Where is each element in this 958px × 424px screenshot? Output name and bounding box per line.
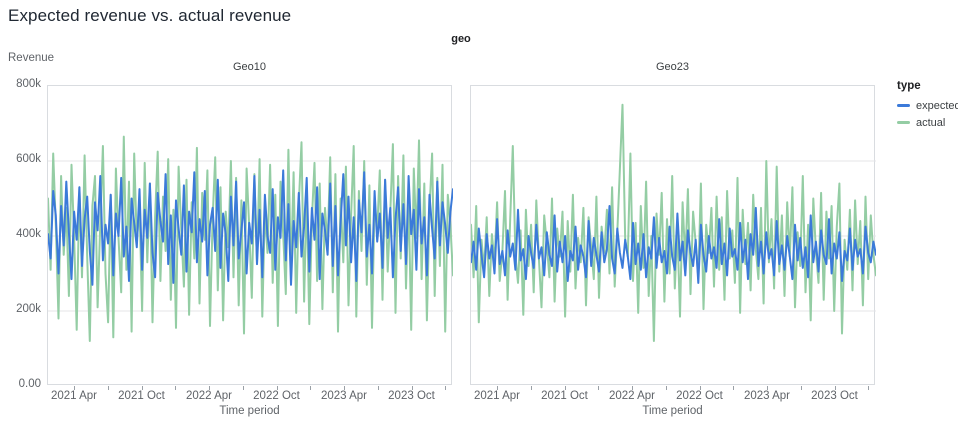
x-tick-label: 2021 Apr — [50, 390, 98, 402]
legend: type expected actual — [897, 80, 958, 131]
facet-title-geo10: Geo10 — [232, 61, 267, 73]
x-tick-label: 2023 Apr — [743, 390, 791, 402]
x-tick-mark — [377, 386, 379, 390]
actual-swatch-icon — [897, 121, 910, 124]
x-tick-mark — [632, 386, 633, 390]
x-tick-mark — [411, 386, 413, 390]
legend-label-actual: actual — [916, 116, 946, 129]
x-tick-label: 2023 Apr — [320, 390, 368, 402]
x-axis-geo23: 2021 Apr 2021 Oct 2022 Apr 2022 Oct 2023 Apr… — [470, 386, 875, 404]
x-axis-title-geo10: Time period — [219, 405, 280, 417]
x-tick-mark — [74, 386, 75, 390]
actual-line — [471, 103, 876, 342]
x-tick-mark — [344, 386, 345, 390]
x-tick-mark — [868, 386, 870, 390]
expected-line — [471, 205, 876, 284]
x-tick-mark — [733, 386, 735, 390]
y-tick-label: 800k — [16, 78, 41, 90]
x-tick-label: 2023 Oct — [811, 390, 858, 402]
x-axis-title-geo23: Time period — [642, 405, 703, 417]
x-tick-label: 2021 Apr — [473, 390, 521, 402]
y-tick-label: 600k — [16, 153, 41, 165]
facet-title-geo23: Geo23 — [655, 61, 690, 73]
x-tick-mark — [800, 386, 802, 390]
x-tick-mark — [445, 386, 447, 390]
x-tick-label: 2022 Oct — [253, 390, 300, 402]
x-tick-mark — [497, 386, 498, 390]
x-tick-mark — [175, 386, 177, 390]
x-tick-mark — [209, 386, 210, 390]
legend-title: type — [897, 80, 921, 92]
y-tick-label: 200k — [16, 303, 41, 315]
x-tick-mark — [564, 386, 566, 390]
x-tick-label: 2021 Oct — [118, 390, 165, 402]
x-tick-mark — [767, 386, 768, 390]
facet-dimension-label: geo — [451, 33, 471, 45]
x-tick-mark — [834, 386, 836, 390]
x-tick-mark — [242, 386, 244, 390]
x-tick-label: 2021 Oct — [541, 390, 588, 402]
x-axis-geo10: 2021 Apr 2021 Oct 2022 Apr 2022 Oct 2023 Apr… — [47, 386, 452, 404]
x-tick-mark — [107, 386, 109, 390]
x-tick-mark — [699, 386, 701, 390]
facet-plot-geo10[interactable] — [47, 85, 453, 386]
x-tick-label: 2022 Apr — [185, 390, 233, 402]
y-tick-label: 400k — [16, 228, 41, 240]
facet-plot-geo23[interactable] — [470, 85, 876, 386]
x-tick-mark — [310, 386, 312, 390]
expected-line — [48, 169, 453, 286]
legend-item-expected: expected — [897, 97, 958, 114]
x-tick-label: 2022 Apr — [608, 390, 656, 402]
y-axis-tick-labels: 800k 600k 400k 200k 0.00 — [0, 78, 41, 390]
geo10-line-chart[interactable] — [48, 86, 453, 386]
x-tick-mark — [598, 386, 600, 390]
x-tick-label: 2023 Oct — [388, 390, 435, 402]
x-tick-mark — [530, 386, 532, 390]
expected-swatch-icon — [897, 104, 910, 107]
geo23-line-chart[interactable] — [471, 86, 876, 386]
x-tick-mark — [665, 386, 667, 390]
x-tick-label: 2022 Oct — [676, 390, 723, 402]
x-tick-mark — [276, 386, 278, 390]
legend-label-expected: expected — [916, 99, 958, 112]
chart-title: Expected revenue vs. actual revenue — [8, 6, 292, 25]
x-tick-mark — [141, 386, 143, 390]
legend-item-actual: actual — [897, 114, 958, 131]
y-axis-title: Revenue — [8, 52, 55, 64]
y-tick-label: 0.00 — [18, 378, 41, 390]
